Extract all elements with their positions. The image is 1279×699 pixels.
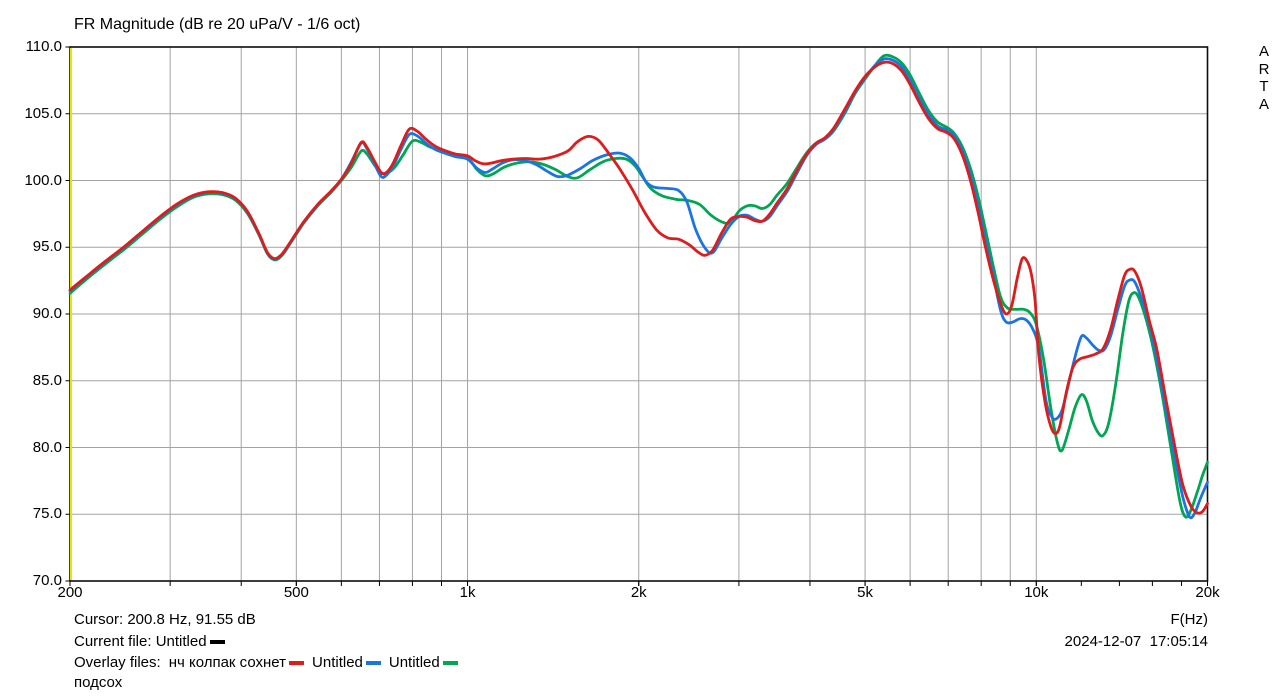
plot-title: FR Magnitude (dB re 20 uPa/V - 1/6 oct) [74, 16, 361, 33]
cursor-readout-text: Cursor: 200.8 Hz, 91.55 dB [74, 611, 256, 628]
overlay-file-name: Untitled [388, 654, 440, 671]
plot-datetime: 2024-12-07 17:05:14 [1064, 633, 1208, 650]
overlay-file-name: Untitled [312, 654, 363, 671]
y-axis-tick-label: 75.0 [32, 505, 62, 523]
y-axis-tick-label: 85.0 [32, 371, 62, 389]
overlay-name-wrap-text: подсох [74, 674, 123, 691]
y-axis-tick-label: 100.0 [24, 171, 62, 189]
y-axis-tick-label: 90.0 [32, 305, 62, 322]
current-file-name: Untitled [155, 633, 207, 650]
current-file-color-dash [209, 640, 225, 644]
overlay-name-wrap-row: подсох [74, 674, 122, 692]
x-axis-tick-label: 200 [57, 584, 83, 601]
overlay-color-dash [365, 661, 381, 665]
x-axis-tick-label: 5k [857, 584, 873, 601]
overlay-files-label: Overlay files: [74, 654, 161, 671]
current-file-label: Current file: [74, 633, 152, 650]
current-file-row: Current file: Untitled [74, 633, 225, 651]
x-axis-tick-label: 500 [283, 584, 309, 601]
x-axis-tick-label: 20k [1195, 584, 1220, 601]
overlay-color-dash [289, 661, 305, 665]
y-axis-tick-label: 80.0 [32, 438, 62, 456]
y-axis-tick-label: 110.0 [25, 38, 62, 55]
overlay-file-name: нч колпак сохнет [168, 654, 287, 671]
overlay-files-row: Overlay files: нч колпак сохнет Untitled Un… [74, 654, 458, 672]
x-axis-unit-label: F(Hz) [1170, 611, 1209, 628]
arta-watermark: A R T A [1258, 43, 1270, 113]
x-axis-tick-label: 2k [630, 584, 647, 601]
y-axis-tick-label: 95.0 [32, 238, 62, 256]
y-axis-tick-label: 70.0 [32, 572, 62, 589]
fr-curve-overlay-1 [68, 60, 1209, 515]
x-axis-tick-label: 10k [1024, 584, 1049, 601]
cursor-readout: Cursor: 200.8 Hz, 91.55 dB [74, 611, 256, 629]
x-axis-tick-label: 1k [459, 584, 476, 601]
y-axis-tick-label: 105.0 [24, 104, 62, 122]
overlay-color-dash [442, 661, 458, 665]
